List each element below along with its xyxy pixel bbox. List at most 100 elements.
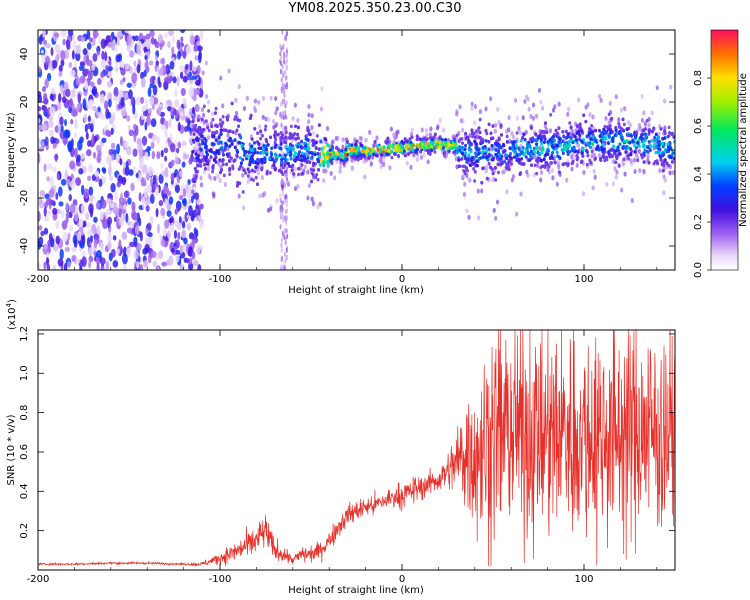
spectrogram-noise-cell (156, 223, 161, 234)
spectrogram-band-cell (253, 147, 257, 152)
spectrogram-band-halo-cell (525, 169, 529, 175)
spectrogram-noise-cell (97, 78, 102, 85)
spectrogram-band-cell (229, 156, 233, 160)
spectrogram-band-cell (246, 174, 250, 178)
spectrogram-noise-cell (97, 150, 102, 158)
spectrogram-band-cell (207, 109, 211, 113)
spectrogram-band-cell (205, 152, 209, 157)
spectrogram-band-cell (231, 130, 235, 134)
spectrogram-noise-cell (83, 79, 89, 91)
spectrogram-band-cell (194, 175, 198, 180)
spectrogram-band-cell (477, 135, 481, 139)
spectrogram-band-cell (451, 141, 455, 145)
spectrogram-band-cell (393, 152, 397, 157)
spectrogram-stripe-cell (284, 75, 287, 81)
spectrogram-noise-cell (194, 79, 201, 86)
spectrogram-noise-cell (127, 34, 133, 46)
spectrogram-noise-cell (177, 122, 181, 132)
spectrogram-band-cell (491, 171, 495, 176)
spectrogram-noise-cell (166, 210, 172, 218)
spectrogram-band-cell (529, 163, 533, 167)
spectrogram-noise-cell (120, 68, 126, 76)
spectrogram-noise-cell (169, 132, 173, 142)
spectrogram-band-cell (494, 178, 498, 182)
spectrogram-band-cell (350, 143, 354, 147)
spectrogram-band-halo-cell (591, 185, 595, 191)
spectrogram-band-halo-cell (658, 168, 662, 174)
spectrogram-noise-cell (157, 76, 161, 85)
spectrogram-noise-cell (144, 54, 148, 61)
spectrogram-band-cell (297, 172, 301, 177)
spectrogram-noise-cell (80, 203, 86, 214)
spectrogram-band-halo-cell (410, 127, 414, 133)
spectrogram-band-cell (237, 140, 241, 145)
spectrogram-noise-cell (193, 227, 197, 234)
spectrogram-noise-cell (100, 199, 107, 209)
spectrogram-noise-cell (148, 60, 154, 66)
spectrogram-band-cell (309, 167, 313, 172)
spectrogram-band-cell (571, 146, 575, 151)
spectrogram-noise-cell (167, 230, 171, 239)
spectrogram-band-halo-cell (333, 175, 337, 181)
spectrogram-band-cell (580, 129, 584, 133)
spectrogram-noise-cell (154, 55, 158, 61)
spectrogram-band-cell (254, 175, 258, 180)
spectrogram-noise-cell (64, 169, 68, 178)
spectrogram-band-cell (473, 135, 477, 139)
spectrogram-band-cell (235, 184, 239, 188)
spectrogram-band-cell (215, 149, 219, 154)
spectrogram-band-halo-cell (515, 115, 519, 121)
spectrogram-noise-cell (65, 216, 69, 224)
spectrogram-band-cell (477, 152, 481, 156)
spectrogram-band-cell (328, 152, 332, 157)
spectrogram-band-cell (607, 150, 611, 155)
spectrogram-band-cell (663, 158, 667, 162)
spectrogram-band-cell (568, 149, 572, 154)
spectrogram-band-halo-cell (591, 145, 595, 151)
spectrogram-band-cell (574, 149, 578, 153)
spectrogram-band-cell (225, 162, 229, 167)
spectrogram-band-halo-cell (318, 201, 322, 207)
spectrogram-band-halo-cell (422, 152, 426, 158)
spectrogram-band-cell (219, 140, 223, 145)
spectrogram-band-cell (578, 125, 582, 129)
spectrogram-band-cell (279, 142, 283, 146)
spectrogram-band-cell (230, 139, 234, 144)
spectrogram-noise-cell (145, 98, 149, 109)
spectrogram-noise-cell (156, 151, 161, 160)
spectrogram-band-halo-cell (382, 161, 386, 167)
spectrogram-band-cell (326, 143, 330, 147)
spectrogram-band-cell (315, 134, 319, 138)
colorbar-tick-label: 0.4 (693, 166, 704, 182)
spectrogram-band-cell (601, 142, 605, 147)
spectrogram-band-cell (300, 163, 304, 167)
spectrogram-band-cell (213, 131, 217, 136)
spectrogram-noise-cell (80, 36, 86, 43)
spectrogram-band-halo-cell (213, 176, 217, 182)
spectrogram-band-cell (472, 167, 476, 171)
spectrogram-noise-cell (49, 93, 54, 101)
spectrogram-band-cell (545, 149, 549, 154)
spectrogram-band-halo-cell (473, 104, 477, 110)
spectrogram-noise-cell (43, 216, 49, 222)
spectrogram-noise-cell (54, 44, 61, 53)
spectrogram-band-cell (497, 146, 501, 150)
spectrogram-band-halo-cell (412, 152, 416, 158)
spectrogram-noise-cell (68, 193, 72, 202)
spectrogram-noise-cell (65, 202, 69, 212)
spectrogram-stripe-cell (280, 178, 283, 184)
spectrogram-stripe-cell (282, 44, 285, 50)
spectrogram-band-cell (304, 134, 308, 138)
spectrogram-band-cell (496, 157, 500, 161)
spectrogram-band-cell (568, 139, 572, 144)
spectrogram-band-halo-cell (608, 100, 612, 106)
spectrogram-band-cell (280, 135, 284, 140)
spectrogram-stripe-cell (280, 243, 283, 249)
spectrogram-noise-cell (143, 187, 148, 198)
spectrogram-band-cell (314, 175, 318, 179)
spectrogram-noise-cell (161, 261, 167, 267)
spectrogram-noise-cell (82, 98, 87, 110)
spectrogram-noise-cell (158, 173, 164, 184)
spectrogram-band-halo-cell (642, 110, 646, 116)
spectrogram-band-halo-cell (461, 118, 465, 124)
